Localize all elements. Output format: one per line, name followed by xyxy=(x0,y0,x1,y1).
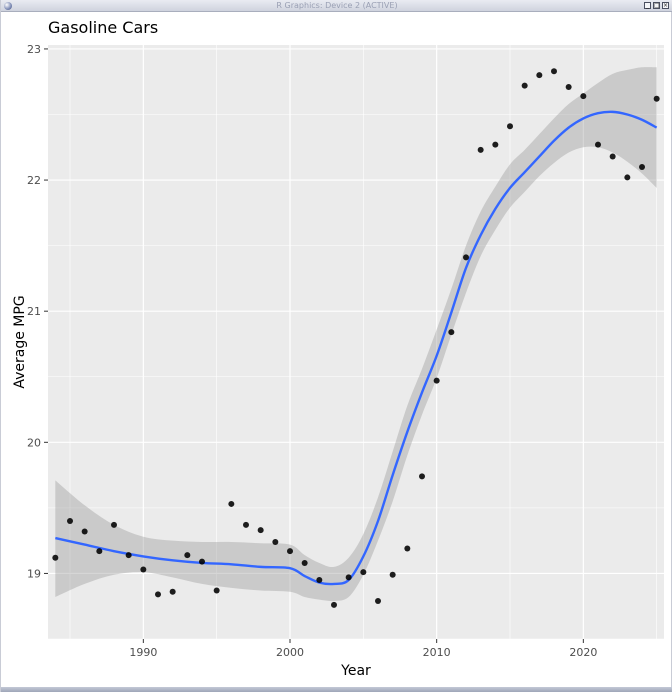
data-point xyxy=(521,82,528,89)
y-tick-label: 21 xyxy=(27,305,41,318)
data-point xyxy=(595,141,601,148)
y-tick-label: 22 xyxy=(27,174,41,187)
x-tick-label: 2000 xyxy=(276,646,304,659)
data-point xyxy=(96,548,103,555)
data-point xyxy=(331,601,337,608)
minor-gridlines xyxy=(48,45,664,640)
data-point xyxy=(257,527,264,534)
plot-panel xyxy=(48,45,664,639)
y-axis-ticks: 19 20 21 22 23 xyxy=(27,43,48,580)
data-point xyxy=(536,72,543,79)
data-point xyxy=(375,597,381,604)
data-point xyxy=(477,146,484,153)
data-point xyxy=(52,554,59,561)
data-point xyxy=(609,153,616,160)
r-app-icon xyxy=(4,2,12,10)
data-point xyxy=(433,377,440,384)
data-point xyxy=(360,569,367,576)
window-controls: _ □ × xyxy=(644,2,669,10)
data-point xyxy=(125,552,132,559)
window-title: R Graphics: Device 2 (ACTIVE) xyxy=(276,1,398,10)
minimize-button[interactable]: _ xyxy=(644,2,651,9)
y-tick-label: 23 xyxy=(27,43,41,56)
data-point xyxy=(272,538,279,545)
data-point xyxy=(507,123,513,130)
maximize-button[interactable]: □ xyxy=(653,2,660,9)
x-axis-title: Year xyxy=(340,663,371,679)
y-tick-label: 20 xyxy=(27,436,41,449)
x-tick-label: 1990 xyxy=(129,646,157,659)
window-bottom-border xyxy=(1,687,672,692)
data-point xyxy=(316,576,323,583)
smooth-line xyxy=(55,110,658,586)
data-points xyxy=(52,68,660,608)
data-point xyxy=(67,517,73,524)
data-point xyxy=(639,163,645,170)
data-point xyxy=(140,566,147,573)
data-point xyxy=(419,473,425,480)
data-point xyxy=(492,141,499,148)
x-tick-label: 2010 xyxy=(423,646,451,659)
data-point xyxy=(301,559,308,566)
data-point xyxy=(389,571,396,578)
data-point xyxy=(551,68,557,75)
y-tick-label: 19 xyxy=(27,567,41,580)
data-point xyxy=(404,545,411,552)
window-titlebar[interactable]: R Graphics: Device 2 (ACTIVE) _ □ × xyxy=(1,0,672,12)
data-point xyxy=(228,500,235,507)
data-point xyxy=(345,574,352,581)
chart-title: Gasoline Cars xyxy=(48,18,158,37)
y-axis-title: Average MPG xyxy=(12,295,28,388)
confidence-band xyxy=(55,67,657,602)
data-point xyxy=(243,521,249,528)
data-point xyxy=(213,587,220,594)
close-button[interactable]: × xyxy=(662,2,669,9)
data-point xyxy=(81,528,88,535)
data-point xyxy=(169,588,176,595)
data-point xyxy=(111,521,117,528)
data-point xyxy=(287,548,293,555)
data-point xyxy=(565,83,572,90)
data-point xyxy=(580,93,587,100)
major-gridlines xyxy=(48,45,664,639)
data-point xyxy=(463,254,469,261)
data-point xyxy=(155,591,161,598)
data-point xyxy=(448,329,455,336)
x-axis-ticks: 1990 2000 2010 2020 xyxy=(129,639,597,659)
data-point xyxy=(624,174,631,181)
data-point xyxy=(199,558,205,565)
x-tick-label: 2020 xyxy=(569,646,597,659)
data-point xyxy=(653,95,660,102)
data-point xyxy=(184,552,191,559)
